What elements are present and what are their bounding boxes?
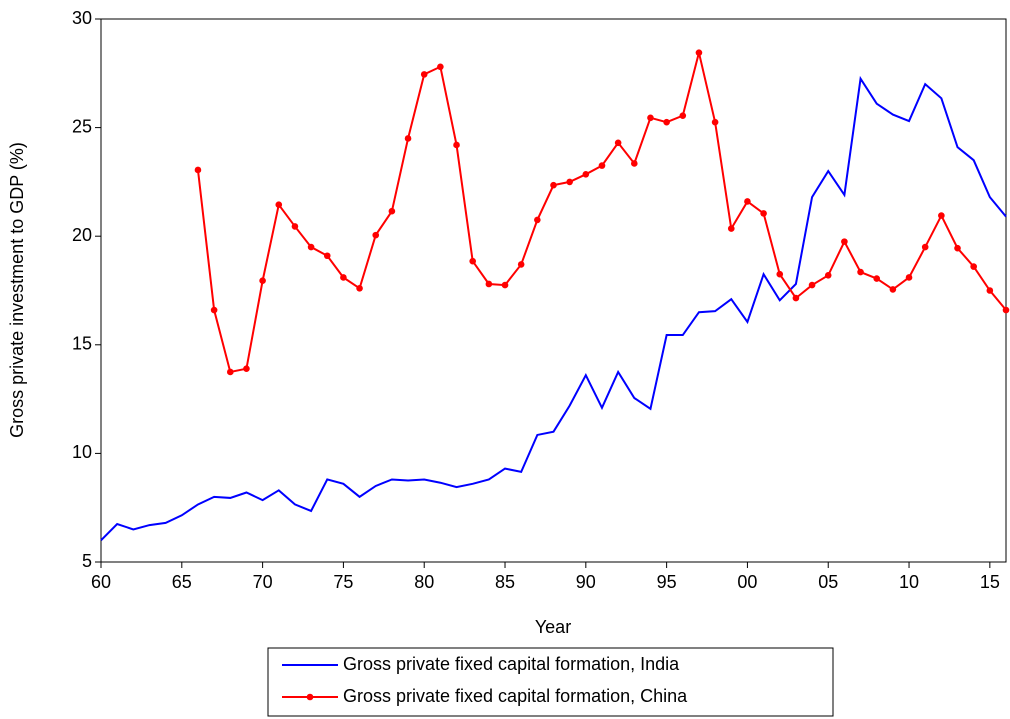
- x-tick-label: 85: [495, 572, 515, 592]
- series-marker: [534, 216, 541, 224]
- series-marker: [727, 225, 735, 232]
- series-marker: [485, 280, 493, 288]
- series-marker: [954, 244, 961, 252]
- series-marker: [226, 368, 234, 376]
- series-marker: [291, 223, 299, 230]
- series-marker: [437, 63, 444, 71]
- series-marker: [501, 281, 509, 289]
- series-marker: [808, 281, 816, 289]
- series-marker: [889, 286, 897, 293]
- series-marker: [824, 271, 832, 279]
- series-marker: [388, 207, 396, 215]
- series-marker: [307, 243, 315, 251]
- series-marker: [921, 243, 929, 251]
- series-marker: [776, 270, 784, 278]
- series-marker: [404, 135, 412, 142]
- series-marker: [792, 294, 800, 302]
- series-marker: [566, 178, 573, 186]
- series-marker: [679, 112, 687, 119]
- series-marker: [970, 263, 977, 270]
- x-tick-label: 70: [253, 572, 273, 592]
- series-marker: [356, 285, 363, 292]
- series-marker: [986, 287, 994, 294]
- series-marker: [194, 166, 202, 174]
- x-tick-label: 75: [333, 572, 353, 592]
- series-marker: [873, 275, 881, 282]
- plot-frame: [100, 18, 1007, 563]
- series-marker: [647, 114, 654, 122]
- x-tick-label: 80: [414, 572, 434, 592]
- series-marker: [614, 139, 622, 147]
- series-marker: [420, 71, 428, 78]
- series-marker: [598, 162, 606, 169]
- series-marker: [582, 170, 590, 178]
- y-tick-label: 25: [72, 116, 92, 136]
- series-line: [196, 52, 1007, 374]
- series-marker: [631, 160, 638, 167]
- series-marker: [711, 118, 719, 126]
- series-marker: [663, 118, 670, 126]
- series-marker: [259, 277, 266, 285]
- x-tick-label: 10: [899, 572, 919, 592]
- x-tick-label: 95: [657, 572, 677, 592]
- series-marker: [517, 261, 525, 268]
- y-axis-label: Gross private investment to GDP (%): [7, 142, 27, 438]
- x-tick-label: 65: [172, 572, 192, 592]
- y-tick-label: 30: [72, 8, 92, 28]
- series-marker: [938, 212, 945, 219]
- series-marker: [841, 238, 848, 245]
- y-tick-label: 5: [82, 551, 92, 571]
- y-tick-label: 15: [72, 334, 92, 354]
- series-marker: [243, 365, 250, 372]
- x-tick-label: 15: [980, 572, 1000, 592]
- series-line: [100, 75, 1007, 541]
- series-marker: [857, 268, 864, 276]
- series-marker: [323, 252, 331, 260]
- series-marker: [1002, 306, 1010, 314]
- legend-label: Gross private fixed capital formation, C…: [343, 686, 688, 706]
- series-marker: [744, 198, 751, 205]
- series-marker: [760, 210, 767, 217]
- series-marker: [453, 141, 460, 149]
- series-marker: [210, 306, 218, 314]
- series-marker: [695, 49, 703, 56]
- series-marker: [905, 274, 913, 281]
- x-tick-label: 05: [818, 572, 838, 592]
- series-marker: [550, 181, 557, 189]
- legend-marker: [306, 693, 314, 701]
- series-marker: [372, 231, 380, 239]
- series-marker: [275, 201, 283, 209]
- legend-label: Gross private fixed capital formation, I…: [343, 654, 680, 674]
- legend-box: [267, 647, 834, 717]
- y-tick-label: 10: [72, 442, 92, 462]
- y-tick-label: 20: [72, 225, 92, 245]
- series-marker: [469, 257, 476, 265]
- series-marker: [340, 274, 347, 281]
- x-tick-label: 60: [91, 572, 111, 592]
- x-axis-label: Year: [535, 617, 571, 637]
- x-tick-label: 90: [576, 572, 596, 592]
- x-tick-label: 00: [737, 572, 757, 592]
